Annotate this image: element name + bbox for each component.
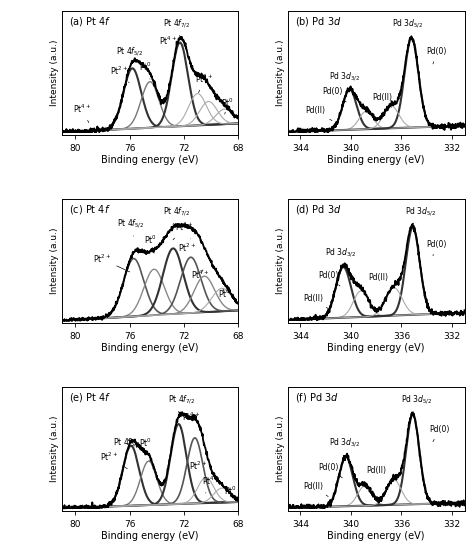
Text: Pt$^{2+}$: Pt$^{2+}$ <box>178 239 196 254</box>
Text: Pd $3d_{3/2}$: Pd $3d_{3/2}$ <box>329 70 360 88</box>
Text: Pd $3d_{3/2}$: Pd $3d_{3/2}$ <box>325 246 356 264</box>
Text: Pt$^{4+}$: Pt$^{4+}$ <box>173 221 193 240</box>
Text: Pd(0): Pd(0) <box>318 271 340 286</box>
Y-axis label: Intensity (a.u.): Intensity (a.u.) <box>276 40 285 106</box>
Text: (c) Pt $\mathit{4f}$: (c) Pt $\mathit{4f}$ <box>69 203 110 216</box>
Text: Pd $3d_{5/2}$: Pd $3d_{5/2}$ <box>392 17 423 36</box>
Text: Pd(0): Pd(0) <box>322 87 346 102</box>
Text: (f) Pd $\mathit{3d}$: (f) Pd $\mathit{3d}$ <box>295 391 338 404</box>
Text: Pt$^{4+}$: Pt$^{4+}$ <box>73 103 91 122</box>
Text: Pt$^{4+}$: Pt$^{4+}$ <box>191 268 210 281</box>
Text: Pd(II): Pd(II) <box>303 294 328 309</box>
Text: (e) Pt $\mathit{4f}$: (e) Pt $\mathit{4f}$ <box>69 391 111 404</box>
Text: Pt$^{2+}$: Pt$^{2+}$ <box>100 450 128 469</box>
Text: Pd(0): Pd(0) <box>427 47 447 64</box>
X-axis label: Binding energy (eV): Binding energy (eV) <box>328 155 425 165</box>
X-axis label: Binding energy (eV): Binding energy (eV) <box>101 344 199 354</box>
Text: Pt$^{0}$: Pt$^{0}$ <box>222 484 237 502</box>
Text: Pt$^{2+}$: Pt$^{2+}$ <box>93 253 130 272</box>
Text: Pd(0): Pd(0) <box>318 463 342 478</box>
Text: Pt$^{2+}$: Pt$^{2+}$ <box>195 72 213 93</box>
Text: Pt$^{4+}$: Pt$^{4+}$ <box>159 35 177 52</box>
Text: Pd(II): Pd(II) <box>366 466 392 480</box>
Text: Pt $4f_{5/2}$: Pt $4f_{5/2}$ <box>113 436 141 450</box>
X-axis label: Binding energy (eV): Binding energy (eV) <box>101 531 199 541</box>
Y-axis label: Intensity (a.u.): Intensity (a.u.) <box>276 227 285 294</box>
Text: (b) Pd $\mathit{3d}$: (b) Pd $\mathit{3d}$ <box>295 15 341 27</box>
Text: Pd $3d_{5/2}$: Pd $3d_{5/2}$ <box>401 393 432 412</box>
Y-axis label: Intensity (a.u.): Intensity (a.u.) <box>50 40 59 106</box>
Y-axis label: Intensity (a.u.): Intensity (a.u.) <box>50 416 59 482</box>
Text: Pd(II): Pd(II) <box>303 482 328 496</box>
Text: Pd(0): Pd(0) <box>429 425 449 442</box>
Text: Pt $4f_{5/2}$: Pt $4f_{5/2}$ <box>116 46 143 63</box>
Y-axis label: Intensity (a.u.): Intensity (a.u.) <box>50 227 59 294</box>
Text: Pt $4f_{7/2}$: Pt $4f_{7/2}$ <box>167 393 195 412</box>
X-axis label: Binding energy (eV): Binding energy (eV) <box>101 155 199 165</box>
Text: Pd $3d_{5/2}$: Pd $3d_{5/2}$ <box>405 205 436 225</box>
Text: Pt$^{4+}$: Pt$^{4+}$ <box>202 475 220 493</box>
X-axis label: Binding energy (eV): Binding energy (eV) <box>328 531 425 541</box>
Text: Pd(II): Pd(II) <box>306 106 332 121</box>
Text: Pt $4f_{7/2}$: Pt $4f_{7/2}$ <box>164 17 191 37</box>
Text: Pt$^{0}$: Pt$^{0}$ <box>221 97 234 114</box>
X-axis label: Binding energy (eV): Binding energy (eV) <box>328 344 425 354</box>
Text: Pd(0): Pd(0) <box>427 240 447 256</box>
Text: Pd(II): Pd(II) <box>369 273 392 287</box>
Text: Pt $4f_{7/2}$: Pt $4f_{7/2}$ <box>164 205 191 225</box>
Text: Pt$^{2+}$: Pt$^{2+}$ <box>109 65 129 83</box>
Text: Pt$^{0}$: Pt$^{0}$ <box>139 437 152 455</box>
Text: (a) Pt $\mathit{4f}$: (a) Pt $\mathit{4f}$ <box>69 15 111 27</box>
Text: Pt$^{0}$: Pt$^{0}$ <box>139 61 152 79</box>
Text: Pt$^{4+}$: Pt$^{4+}$ <box>181 411 200 428</box>
Text: Pt $4f_{5/2}$: Pt $4f_{5/2}$ <box>117 217 145 236</box>
Text: Pd(II): Pd(II) <box>373 93 392 108</box>
Text: (d) Pd $\mathit{3d}$: (d) Pd $\mathit{3d}$ <box>295 203 341 216</box>
Text: Pd $3d_{3/2}$: Pd $3d_{3/2}$ <box>329 436 360 455</box>
Text: Pt$^{0}$: Pt$^{0}$ <box>144 234 156 253</box>
Y-axis label: Intensity (a.u.): Intensity (a.u.) <box>276 416 285 482</box>
Text: Pt$^{0}$: Pt$^{0}$ <box>219 287 231 300</box>
Text: Pt$^{2+}$: Pt$^{2+}$ <box>189 460 207 472</box>
